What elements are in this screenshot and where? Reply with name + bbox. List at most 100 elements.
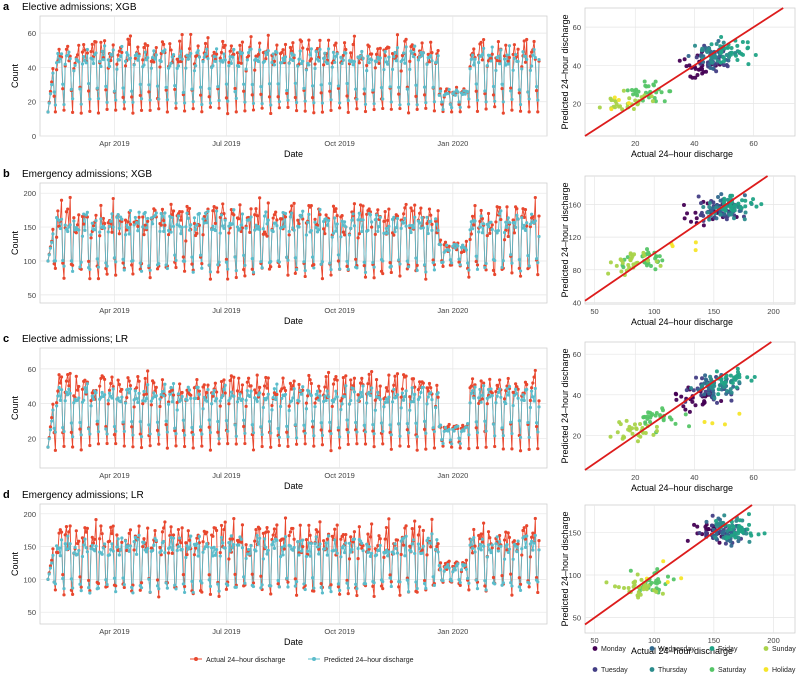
legend-label-monday: Monday — [601, 646, 626, 653]
point-actual — [309, 203, 313, 208]
point-predicted — [352, 390, 357, 394]
panel-label-b: b — [3, 168, 10, 180]
scatter-point-friday — [752, 375, 757, 380]
point-predicted — [179, 398, 183, 402]
point-actual — [242, 424, 246, 429]
point-predicted — [62, 587, 66, 591]
point-actual — [531, 531, 535, 535]
point-actual — [307, 38, 311, 42]
point-predicted — [409, 549, 413, 553]
point-predicted — [287, 61, 291, 65]
point-predicted — [482, 384, 486, 388]
point-actual — [345, 428, 349, 432]
point-predicted — [304, 407, 309, 411]
point-predicted — [126, 387, 130, 391]
y-tick-label: 160 — [568, 201, 581, 210]
point-predicted — [319, 262, 323, 266]
point-actual — [88, 589, 92, 593]
scatter-point-friday — [719, 35, 724, 40]
point-predicted — [261, 405, 265, 410]
point-predicted — [250, 257, 254, 261]
point-predicted — [509, 420, 513, 424]
point-actual — [176, 60, 181, 64]
point-predicted — [434, 547, 438, 552]
point-actual — [427, 207, 432, 211]
point-predicted — [270, 542, 274, 547]
point-predicted — [362, 87, 366, 91]
point-predicted — [372, 265, 376, 269]
point-predicted — [394, 225, 398, 230]
point-predicted — [341, 544, 345, 548]
point-predicted — [123, 401, 128, 405]
point-predicted — [466, 421, 470, 426]
scatter-point-saturday — [646, 410, 651, 415]
point-actual — [82, 222, 86, 226]
point-predicted — [458, 105, 462, 110]
point-actual — [106, 402, 110, 406]
point-actual — [378, 46, 382, 50]
point-actual — [137, 524, 141, 528]
point-predicted — [334, 54, 338, 58]
point-predicted — [376, 390, 380, 394]
point-actual — [192, 221, 197, 226]
point-predicted — [526, 90, 530, 94]
point-actual — [136, 45, 140, 49]
point-predicted — [445, 565, 449, 569]
point-actual — [228, 49, 232, 53]
point-actual — [180, 526, 184, 530]
scatter-point-monday — [693, 66, 698, 71]
point-predicted — [130, 585, 134, 590]
point-actual — [517, 91, 521, 95]
point-actual — [413, 519, 417, 523]
point-predicted — [240, 51, 245, 55]
point-actual — [99, 40, 103, 44]
scatter-point-friday — [719, 49, 724, 54]
point-actual — [258, 385, 262, 389]
point-predicted — [413, 551, 417, 556]
point-predicted — [411, 400, 416, 404]
point-predicted — [264, 210, 268, 214]
point-actual — [450, 110, 454, 114]
point-actual — [518, 582, 523, 586]
point-predicted — [187, 54, 192, 58]
point-predicted — [484, 100, 488, 104]
point-predicted — [323, 547, 327, 551]
point-predicted — [122, 583, 126, 587]
scatter-point-thursday — [721, 535, 726, 540]
point-actual — [430, 51, 434, 55]
point-predicted — [246, 547, 251, 552]
point-predicted — [457, 257, 461, 261]
point-predicted — [410, 51, 414, 55]
point-predicted — [198, 85, 203, 89]
point-actual — [64, 379, 69, 383]
point-actual — [457, 102, 461, 106]
point-predicted — [350, 59, 354, 63]
point-actual — [219, 523, 224, 528]
point-actual — [374, 378, 379, 382]
point-actual — [491, 268, 496, 272]
point-predicted — [56, 51, 60, 56]
point-predicted — [372, 581, 376, 585]
point-predicted — [518, 269, 523, 273]
point-predicted — [469, 57, 473, 61]
point-actual — [200, 110, 204, 114]
point-predicted — [214, 209, 219, 213]
point-actual — [111, 384, 115, 389]
point-predicted — [250, 82, 254, 87]
point-predicted — [477, 60, 481, 65]
point-predicted — [152, 543, 156, 547]
point-predicted — [483, 89, 487, 93]
point-actual — [484, 107, 488, 111]
point-predicted — [180, 547, 184, 551]
point-actual — [429, 213, 433, 217]
point-actual — [224, 257, 229, 261]
point-actual — [128, 383, 133, 388]
scatter-point-wednesday — [716, 195, 721, 200]
point-predicted — [507, 221, 512, 225]
scatter-point-friday — [737, 49, 742, 54]
point-predicted — [466, 576, 470, 580]
point-actual — [148, 108, 152, 112]
scatter-point-tuesday — [684, 388, 689, 393]
scatter-point-friday — [718, 60, 723, 65]
point-predicted — [525, 221, 529, 225]
